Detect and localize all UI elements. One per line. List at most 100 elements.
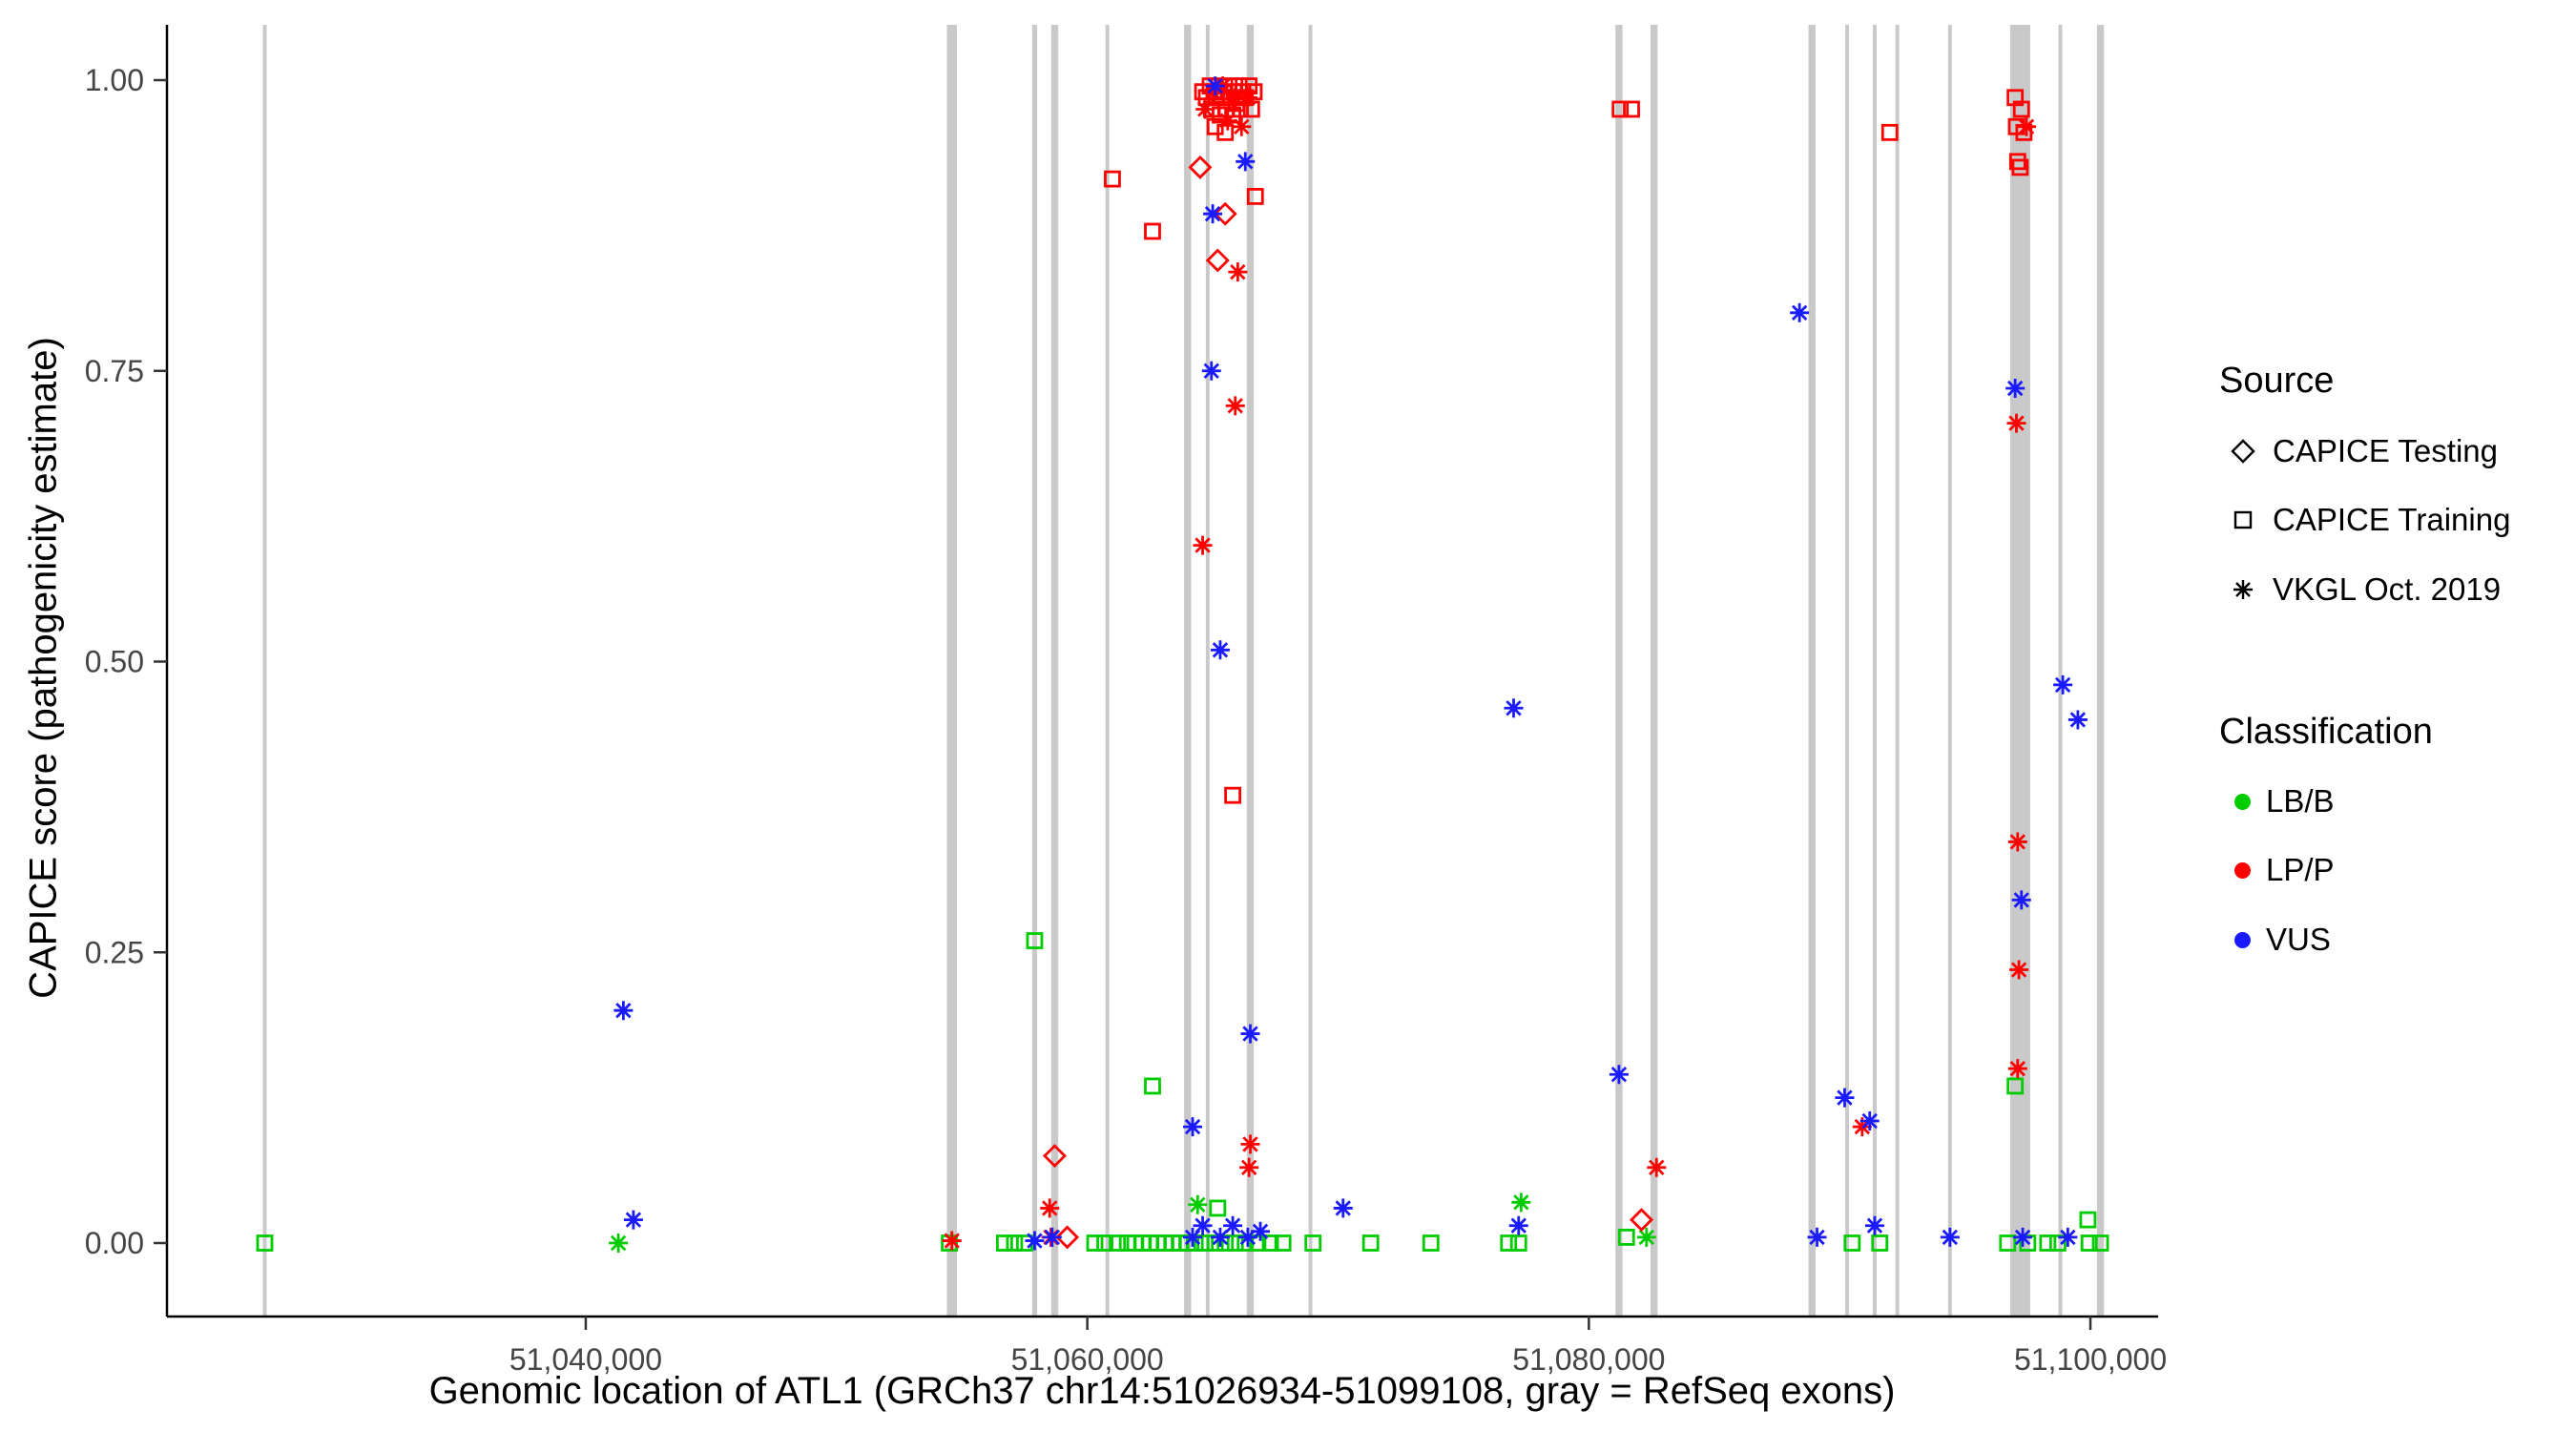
data-point [1228, 262, 1248, 282]
data-point [2058, 1227, 2078, 1247]
data-point [1040, 1198, 1060, 1218]
legend-label-capice-testing: CAPICE Testing [2273, 433, 2498, 468]
data-point [1086, 1234, 1104, 1252]
data-point [613, 1001, 634, 1021]
exon-bar [1650, 25, 1658, 1317]
data-point [1225, 396, 1245, 416]
data-point [2011, 158, 2029, 176]
data-point [1096, 1234, 1113, 1252]
data-point [2053, 674, 2073, 695]
vus-color-dot [2234, 931, 2251, 948]
legend-item-lpp: LP/P [2234, 849, 2335, 891]
legend-label-lpp: LP/P [2266, 852, 2335, 887]
data-point [1623, 100, 1640, 118]
data-point [1183, 1117, 1203, 1137]
data-point [2012, 100, 2030, 118]
data-point [1055, 1225, 1080, 1250]
data-point [1213, 201, 1237, 226]
data-point [1232, 116, 1252, 136]
data-point [1508, 1215, 1528, 1235]
data-point [1205, 248, 1230, 273]
data-point [1636, 1227, 1656, 1247]
data-point [623, 1210, 643, 1230]
data-point [2005, 379, 2025, 399]
x-axis-title: Genomic location of ATL1 (GRCh37 chr14:5… [428, 1370, 1896, 1412]
x-tick-label: 51,040,000 [509, 1342, 662, 1377]
exon-bar [1246, 25, 1255, 1317]
data-point [1006, 1234, 1024, 1252]
legend-label-vkgl: VKGL Oct. 2019 [2273, 571, 2502, 607]
data-point [1630, 1208, 1654, 1233]
data-point [1237, 1227, 1257, 1247]
data-point [1225, 88, 1245, 108]
exon-bar [1308, 25, 1313, 1317]
data-point [1511, 1192, 1531, 1213]
data-point [1239, 1157, 1259, 1177]
data-point [1206, 1234, 1224, 1252]
data-point [1203, 82, 1223, 102]
data-point [1304, 1234, 1322, 1252]
x-tick-label: 51,080,000 [1512, 1342, 1665, 1377]
legend-item-vkgl: VKGL Oct. 2019 [2229, 569, 2501, 611]
legend: Source CAPICE Testing CAPICE Training VK… [2215, 0, 2576, 1431]
asterisk-icon [2233, 580, 2253, 599]
data-point [1205, 76, 1225, 96]
data-point [1617, 1229, 1635, 1246]
square-icon [2233, 510, 2253, 529]
data-point [996, 1234, 1013, 1252]
data-point [1835, 1088, 1855, 1108]
legend-source-title: Source [2219, 361, 2335, 401]
data-point [1109, 1234, 1127, 1252]
data-point [1422, 1234, 1440, 1252]
data-point [1843, 1234, 1861, 1252]
data-point [2011, 890, 2031, 910]
data-point [1216, 1234, 1235, 1252]
exon-bar [1947, 25, 1952, 1317]
data-point [1042, 1227, 1062, 1247]
exon-bar [1031, 25, 1038, 1317]
exon-bar [2096, 25, 2105, 1317]
y-tick-label: 1.00 [85, 63, 144, 97]
data-point [2006, 1077, 2025, 1095]
data-point [1193, 1215, 1213, 1235]
data-point [1026, 932, 1044, 949]
data-point [1999, 1234, 2017, 1252]
data-point [256, 1234, 274, 1252]
exon-bar [1205, 25, 1210, 1317]
exon-bar [262, 25, 267, 1317]
legend-item-vus: VUS [2234, 919, 2331, 961]
exon-bar [1895, 25, 1900, 1317]
data-point [2007, 832, 2027, 852]
exon-bar [946, 25, 957, 1317]
data-point [2079, 1211, 2097, 1229]
exon-bar [2009, 25, 2030, 1317]
legend-label-vus: VUS [2266, 922, 2331, 957]
y-tick-label: 0.75 [85, 354, 144, 388]
data-point [1203, 204, 1223, 224]
legend-classification-title: Classification [2219, 712, 2433, 752]
y-tick-label: 0.25 [85, 935, 144, 969]
data-point [1237, 88, 1257, 108]
data-point [1216, 123, 1235, 141]
data-point [942, 1231, 962, 1251]
data-point [1609, 1065, 1629, 1085]
exon-bar [2058, 25, 2063, 1317]
data-point [1274, 1234, 1292, 1252]
legend-label-capice-training: CAPICE Training [2273, 502, 2511, 537]
data-point [1251, 1221, 1271, 1241]
legend-item-capice-training: CAPICE Training [2229, 499, 2510, 541]
data-point [1611, 100, 1630, 118]
data-point [1807, 1227, 1827, 1247]
data-point [2006, 413, 2026, 433]
data-point [1647, 1157, 1667, 1177]
exon-bar [1845, 25, 1850, 1317]
data-point [1859, 1111, 1880, 1131]
data-point [2067, 710, 2088, 730]
lpp-color-dot [2234, 861, 2251, 879]
exon-bar [1615, 25, 1623, 1317]
data-point [1195, 99, 1215, 119]
x-tick-label: 51,060,000 [1011, 1342, 1164, 1377]
data-point [2009, 960, 2029, 980]
y-axis-title: CAPICE score (pathogenicity estimate) [22, 337, 65, 999]
